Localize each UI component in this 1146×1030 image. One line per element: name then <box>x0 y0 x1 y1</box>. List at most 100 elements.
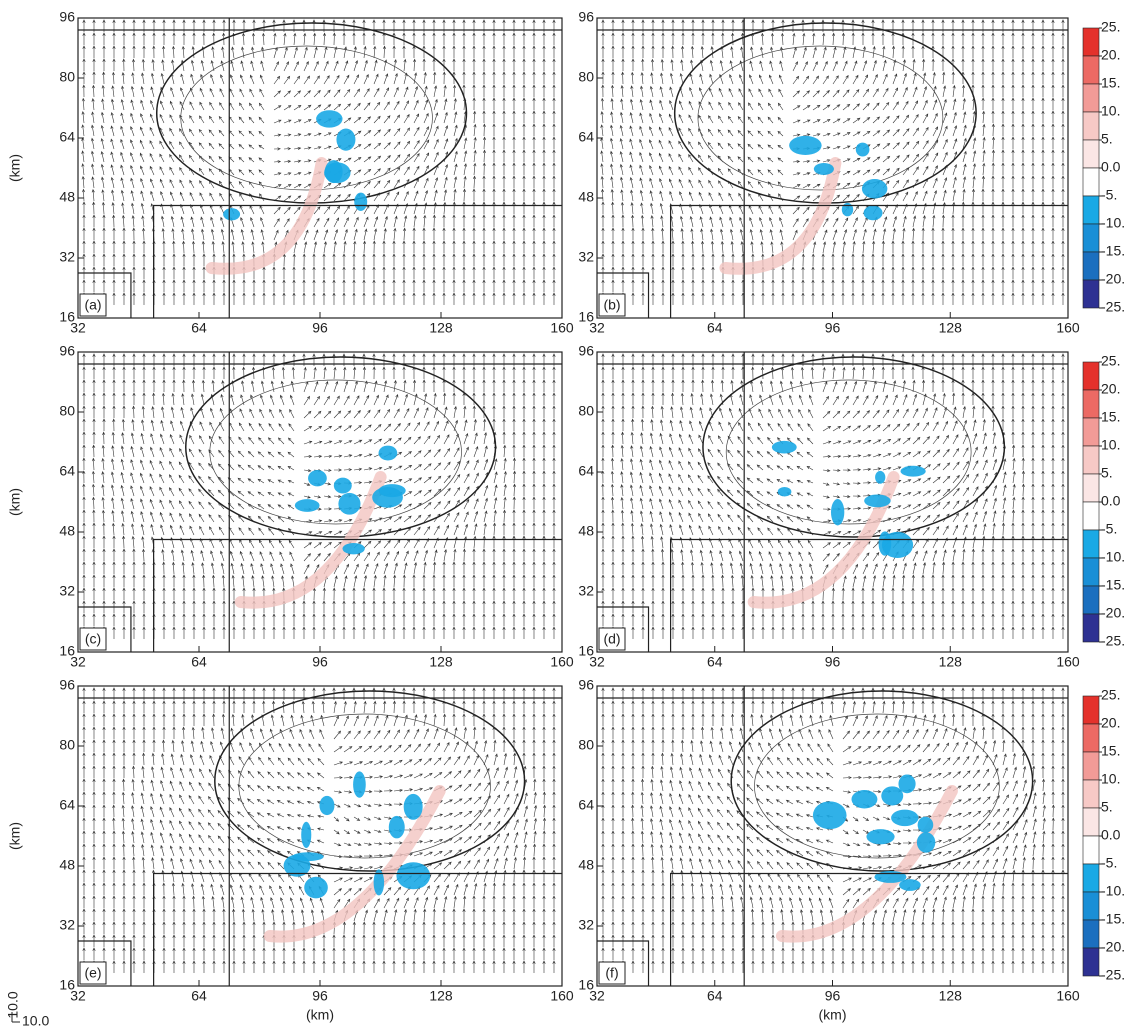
colorbar-swatch <box>1082 223 1100 253</box>
downdraft-patch <box>881 531 914 559</box>
y-tick-label: 80 <box>59 737 75 753</box>
x-tick-label: 96 <box>312 320 328 336</box>
y-tick-label: 96 <box>578 343 594 359</box>
colorbar-label: 10. <box>1101 437 1120 453</box>
colorbar-label: -20. <box>1101 271 1125 287</box>
x-tick-label: 128 <box>939 320 963 336</box>
downdraft-patch <box>292 852 324 862</box>
x-tick-label: 32 <box>589 654 605 670</box>
y-tick-label: 96 <box>59 9 75 25</box>
colorbar-label: -10. <box>1101 215 1125 231</box>
colorbar-label: 25. <box>1101 687 1120 703</box>
colorbar-swatch <box>1082 417 1100 447</box>
colorbar-label: 0.0 <box>1101 827 1121 843</box>
colorbar-label: -15. <box>1101 911 1125 927</box>
x-axis-label: (km) <box>819 1007 847 1023</box>
x-tick-label: 64 <box>191 320 207 336</box>
colorbar-label: -25. <box>1101 633 1125 649</box>
colorbar-label: 0.0 <box>1101 493 1121 509</box>
colorbar-swatch <box>1082 585 1100 615</box>
reference-v-label: 10.0 <box>5 991 21 1018</box>
colorbar-swatch <box>1082 835 1100 865</box>
colorbar-swatch <box>1082 947 1100 977</box>
x-tick-label: 64 <box>191 988 207 1004</box>
domain-lines <box>597 18 1068 318</box>
colorbar-swatch <box>1082 27 1100 57</box>
panel-label-box <box>79 627 107 651</box>
y-tick-label: 48 <box>578 523 594 539</box>
y-tick-label: 32 <box>59 249 75 265</box>
colorbar-label: 25. <box>1101 353 1120 369</box>
y-axis-label: (km) <box>7 154 23 182</box>
downdraft-patch <box>373 869 385 896</box>
updraft-band <box>719 157 842 275</box>
x-tick-label: 128 <box>429 320 453 336</box>
x-tick-label: 128 <box>939 988 963 1004</box>
y-tick-label: 32 <box>578 249 594 265</box>
y-tick-label: 96 <box>578 9 594 25</box>
domain-lines <box>78 18 562 318</box>
colorbar-label: 0.0 <box>1101 159 1121 175</box>
reference-arrow <box>11 1012 20 1023</box>
colorbar-label: -5. <box>1101 521 1117 537</box>
x-axis-label: (km) <box>306 1007 334 1023</box>
downdraft-patch <box>223 208 241 221</box>
x-tick-label: 160 <box>1056 320 1080 336</box>
downdraft-patch <box>851 790 878 809</box>
colorbar-swatch <box>1082 445 1100 475</box>
downdraft-patch <box>916 832 936 853</box>
x-tick-label: 64 <box>707 654 723 670</box>
panel-label-box <box>79 961 107 985</box>
panel-label: (f) <box>605 965 618 981</box>
colorbar-label: 5. <box>1101 465 1113 481</box>
colorbar-label: -20. <box>1101 605 1125 621</box>
x-tick-label: 128 <box>429 988 453 1004</box>
colorbar-label: -5. <box>1101 855 1117 871</box>
downdraft-patch <box>874 870 907 883</box>
storm-contour <box>238 713 491 859</box>
y-tick-label: 32 <box>578 583 594 599</box>
colorbar-swatch <box>1082 779 1100 809</box>
x-tick-label: 96 <box>312 988 328 1004</box>
colorbar-swatch <box>1082 863 1100 893</box>
colorbar-swatch <box>1082 613 1100 643</box>
updraft-band <box>205 157 328 275</box>
x-tick-label: 96 <box>825 320 841 336</box>
y-tick-label: 80 <box>578 403 594 419</box>
downdraft-patch <box>812 801 847 830</box>
colorbar-swatch <box>1082 501 1100 531</box>
storm-contour <box>754 713 1000 859</box>
storm-contour <box>725 379 972 525</box>
y-tick-label: 32 <box>59 583 75 599</box>
colorbar-swatch <box>1082 111 1100 141</box>
downdraft-patch <box>338 492 361 515</box>
y-tick-label: 80 <box>578 737 594 753</box>
panel-label-box <box>598 627 626 651</box>
colorbar-swatch <box>1082 919 1100 949</box>
downdraft-patch <box>336 128 356 151</box>
colorbar-swatch <box>1082 891 1100 921</box>
colorbar-label: 5. <box>1101 799 1113 815</box>
plot-frame <box>596 351 1069 653</box>
y-axis-label: (km) <box>7 822 23 850</box>
downdraft-patch <box>333 477 352 494</box>
panel-label: (d) <box>603 631 620 647</box>
x-tick-label: 160 <box>550 654 574 670</box>
colorbar-label: 15. <box>1101 743 1120 759</box>
storm-outline <box>185 356 497 538</box>
y-tick-label: 80 <box>59 403 75 419</box>
updraft-band <box>747 471 900 609</box>
y-tick-label: 96 <box>59 343 75 359</box>
storm-contour <box>209 379 462 525</box>
y-tick-label: 48 <box>59 857 75 873</box>
downdraft-patch <box>841 202 854 217</box>
downdraft-patch <box>900 465 926 477</box>
downdraft-patch <box>378 445 398 461</box>
downdraft-patch <box>403 793 423 820</box>
colorbar-label: -10. <box>1101 883 1125 899</box>
x-tick-label: 32 <box>589 320 605 336</box>
colorbar-label: 20. <box>1101 381 1120 397</box>
y-tick-label: 48 <box>59 523 75 539</box>
storm-outline <box>702 356 1006 538</box>
